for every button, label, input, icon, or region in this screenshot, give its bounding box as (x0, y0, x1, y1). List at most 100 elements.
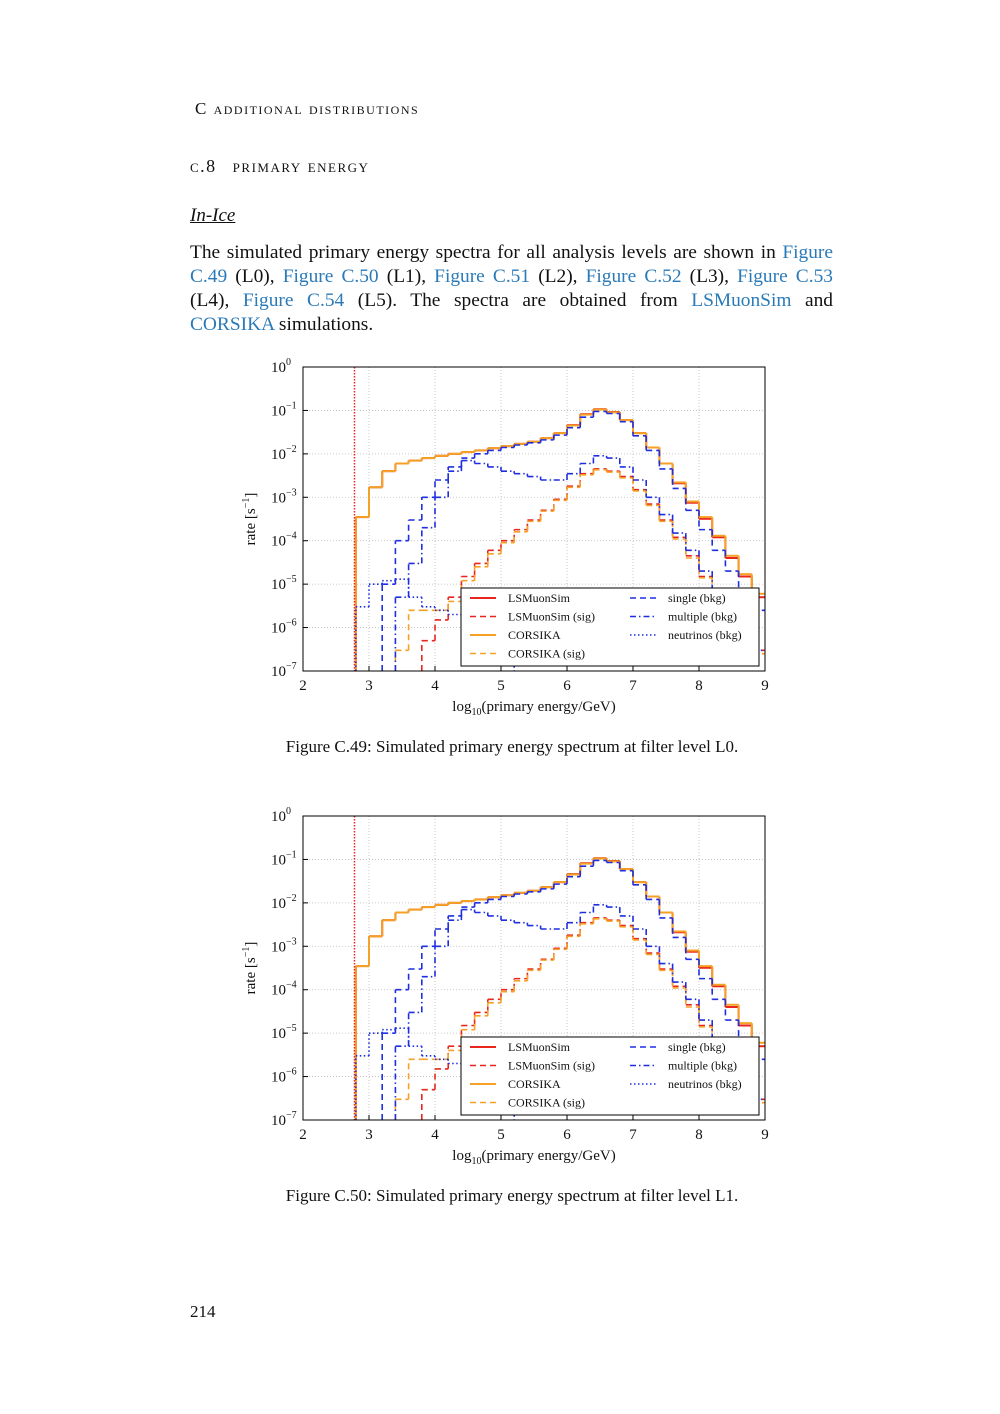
tick-base: 10 (271, 664, 286, 680)
section-title: primary energy (232, 156, 370, 176)
tick-base: 10 (271, 809, 286, 825)
y-tick-label: 10−2 (271, 444, 297, 463)
subsection-heading: In-Ice (190, 205, 236, 226)
section-heading: c.8 primary energy (190, 156, 369, 177)
tick-base: 10 (271, 360, 286, 376)
legend-label: CORSIKA (508, 1077, 561, 1091)
tick-exponent: −5 (286, 1023, 297, 1034)
tick-base: 10 (271, 577, 286, 593)
x-tick-label: 9 (761, 1127, 769, 1143)
legend-label: single (bkg) (668, 591, 726, 605)
y-tick-label: 100 (271, 806, 291, 825)
tick-base: 10 (271, 1026, 286, 1042)
y-tick-label: 10−5 (271, 1023, 297, 1042)
y-tick-label: 10−1 (271, 400, 297, 419)
legend-label: CORSIKA (sig) (508, 647, 585, 661)
legend-label: LSMuonSim (508, 591, 571, 605)
text-run: and (791, 290, 833, 311)
y-tick-label: 10−7 (271, 661, 297, 680)
x-tick-label: 8 (695, 678, 703, 694)
legend-label: LSMuonSim (sig) (508, 1059, 595, 1073)
x-tick-label: 5 (497, 678, 505, 694)
y-tick-label: 10−3 (271, 936, 297, 955)
tick-base: 10 (271, 490, 286, 506)
tick-base: 10 (271, 896, 286, 912)
y-tick-label: 10−1 (271, 849, 297, 868)
tick-base: 10 (271, 621, 286, 637)
tick-exponent: −3 (286, 936, 297, 947)
page-number: 214 (190, 1302, 216, 1321)
tick-exponent: −4 (286, 980, 297, 991)
link[interactable]: CORSIKA (190, 314, 275, 335)
tick-exponent: −2 (286, 444, 297, 455)
running-header: C additional distributions (195, 99, 420, 118)
text-run: (L1), (378, 266, 435, 287)
tick-exponent: 0 (286, 806, 291, 817)
text-run: simulations. (274, 314, 374, 335)
legend-label: CORSIKA (sig) (508, 1096, 585, 1110)
legend-label: multiple (bkg) (668, 1059, 737, 1073)
y-tick-label: 10−6 (271, 618, 297, 637)
tick-base: 10 (271, 983, 286, 999)
x-tick-label: 6 (563, 1127, 571, 1143)
x-axis-label: log10(primary energy/GeV) (452, 699, 615, 718)
legend-label: LSMuonSim (508, 1040, 571, 1054)
tick-exponent: −3 (286, 487, 297, 498)
x-tick-label: 4 (431, 678, 439, 694)
y-axis-label: rate [s−1] (241, 942, 259, 995)
x-axis-label: log10(primary energy/GeV) (452, 1148, 615, 1167)
x-label-part: log (452, 1148, 472, 1164)
text-run: The simulated primary energy spectra for… (190, 242, 783, 263)
link[interactable]: Figure C.53 (737, 266, 833, 287)
link[interactable]: LSMuonSim (691, 290, 792, 311)
y-tick-label: 10−5 (271, 574, 297, 593)
figure-caption: Figure C.50: Simulated primary energy sp… (285, 1186, 739, 1205)
tick-exponent: −7 (286, 1110, 297, 1121)
y-label-part: rate [s (243, 508, 259, 545)
text-run: (L0), (227, 266, 283, 287)
tick-base: 10 (271, 403, 286, 419)
y-label-part: ] (243, 493, 259, 498)
x-tick-label: 9 (761, 678, 769, 694)
link[interactable]: Figure C.51 (434, 266, 531, 287)
text-run: (L4), (190, 290, 243, 311)
y-tick-label: 100 (271, 357, 291, 376)
link[interactable]: Figure C.54 (242, 290, 345, 311)
link[interactable]: Figure C.50 (282, 266, 379, 287)
text-run: (L5). The spectra are obtained from (344, 290, 692, 311)
x-tick-label: 6 (563, 678, 571, 694)
tick-exponent: −1 (286, 849, 297, 860)
chart: 2 3 4 5 6 7 8 910−710−610−510−410−310−210−1100l… (241, 357, 769, 718)
x-tick-label: 8 (695, 1127, 703, 1143)
tick-exponent: −1 (286, 400, 297, 411)
tick-exponent: −6 (286, 618, 297, 629)
y-axis-label: rate [s−1] (241, 493, 259, 546)
tick-base: 10 (271, 852, 286, 868)
y-tick-label: 10−3 (271, 487, 297, 506)
legend-label: CORSIKA (508, 628, 561, 642)
section-number: c.8 (190, 156, 217, 176)
x-label-sub: 10 (471, 1156, 481, 1167)
legend-box (460, 587, 760, 667)
x-label-sub: 10 (471, 707, 481, 718)
text-run: (L2), (530, 266, 586, 287)
tick-base: 10 (271, 447, 286, 463)
tick-base: 10 (271, 939, 286, 955)
chart: 2 3 4 5 6 7 8 910−710−610−510−410−310−210−1100l… (241, 806, 769, 1167)
paragraph: The simulated primary energy spectra for… (190, 241, 833, 337)
y-label-sup: −1 (241, 947, 252, 958)
tick-exponent: −4 (286, 531, 297, 542)
tick-exponent: −7 (286, 661, 297, 672)
legend-box (460, 1036, 760, 1116)
y-tick-label: 10−6 (271, 1067, 297, 1086)
x-tick-label: 3 (365, 678, 373, 694)
plot-frame (302, 366, 766, 672)
x-tick-label: 3 (365, 1127, 373, 1143)
plot-area (353, 816, 765, 1120)
tick-base: 10 (271, 534, 286, 550)
link[interactable]: Figure C.52 (585, 266, 682, 287)
text-run: (L3), (681, 266, 738, 287)
link[interactable]: Figure C.49 (190, 242, 833, 287)
x-label-part: (primary energy/GeV) (481, 1148, 615, 1164)
